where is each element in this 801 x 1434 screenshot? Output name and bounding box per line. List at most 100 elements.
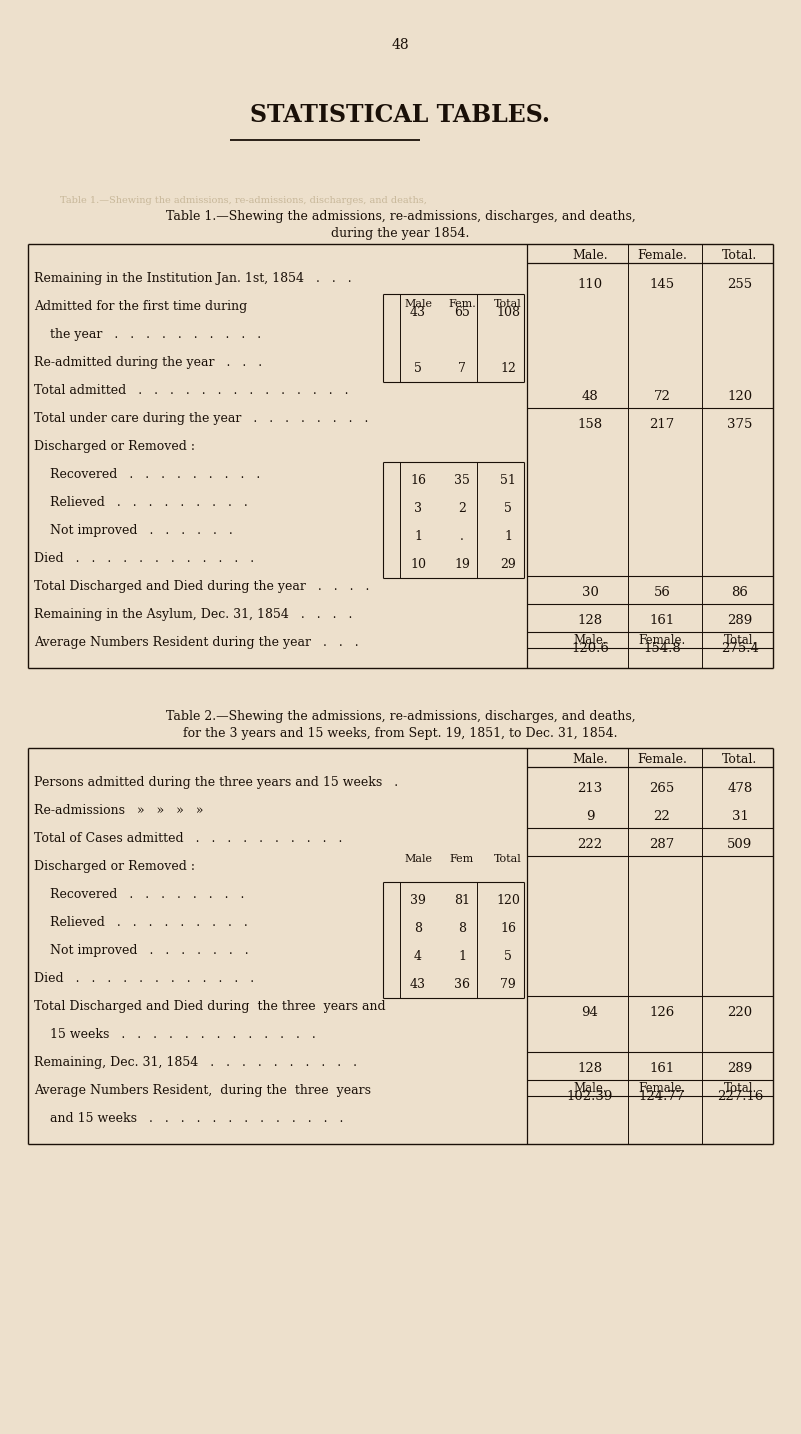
Text: Male.: Male.	[574, 1083, 607, 1096]
Text: 287: 287	[650, 837, 674, 850]
Text: Recovered   .   .   .   .   .   .   .   .: Recovered . . . . . . . .	[34, 888, 244, 901]
Text: 65: 65	[454, 305, 470, 318]
Text: Total.: Total.	[723, 753, 758, 766]
Text: Fem: Fem	[450, 855, 474, 865]
Text: Table 1.—Shewing the admissions, re-admissions, discharges, and deaths,: Table 1.—Shewing the admissions, re-admi…	[60, 196, 427, 205]
Text: Re-admitted during the year   .   .   .: Re-admitted during the year . . .	[34, 356, 262, 369]
Text: 16: 16	[410, 473, 426, 486]
Text: Total under care during the year   .   .   .   .   .   .   .   .: Total under care during the year . . . .…	[34, 412, 368, 424]
Text: 19: 19	[454, 558, 470, 571]
Text: Total.: Total.	[723, 1083, 757, 1096]
Text: Not improved   .   .   .   .   .   .: Not improved . . . . . .	[34, 523, 233, 536]
Text: Total of Cases admitted   .   .   .   .   .   .   .   .   .   .: Total of Cases admitted . . . . . . . . …	[34, 832, 342, 845]
Text: 30: 30	[582, 585, 598, 598]
Text: 10: 10	[410, 558, 426, 571]
Text: 5: 5	[414, 361, 422, 374]
Text: 51: 51	[500, 473, 516, 486]
Text: 128: 128	[578, 614, 602, 627]
Text: 158: 158	[578, 417, 602, 430]
Text: and 15 weeks   .   .   .   .   .   .   .   .   .   .   .   .   .: and 15 weeks . . . . . . . . . . . . .	[34, 1111, 344, 1126]
Text: 108: 108	[496, 305, 520, 318]
Text: the year   .   .   .   .   .   .   .   .   .   .: the year . . . . . . . . . .	[34, 328, 261, 341]
Text: 29: 29	[500, 558, 516, 571]
Text: 255: 255	[727, 278, 753, 291]
Text: Re-admissions   »   »   »   »: Re-admissions » » » »	[34, 804, 203, 817]
Text: 120: 120	[496, 893, 520, 906]
Text: 154.8: 154.8	[643, 641, 681, 654]
Text: 94: 94	[582, 1005, 598, 1018]
Text: 478: 478	[727, 782, 753, 794]
Text: Female.: Female.	[637, 250, 687, 262]
Text: Male: Male	[404, 300, 432, 308]
Text: 1: 1	[414, 529, 422, 542]
Text: Average Numbers Resident during the year   .   .   .: Average Numbers Resident during the year…	[34, 637, 359, 650]
Text: Total Discharged and Died during  the three  years and: Total Discharged and Died during the thr…	[34, 999, 385, 1012]
Text: 120: 120	[727, 390, 753, 403]
Text: 81: 81	[454, 893, 470, 906]
Text: for the 3 years and 15 weeks, from Sept. 19, 1851, to Dec. 31, 1854.: for the 3 years and 15 weeks, from Sept.…	[183, 727, 618, 740]
Text: Relieved   .   .   .   .   .   .   .   .   .: Relieved . . . . . . . . .	[34, 916, 248, 929]
Text: 220: 220	[727, 1005, 753, 1018]
Text: 5: 5	[504, 949, 512, 962]
Text: Male.: Male.	[574, 634, 607, 647]
Text: 8: 8	[414, 922, 422, 935]
Text: Male.: Male.	[572, 250, 608, 262]
Text: Not improved   .   .   .   .   .   .   .: Not improved . . . . . . .	[34, 944, 248, 956]
Text: 1: 1	[504, 529, 512, 542]
Text: Total.: Total.	[723, 250, 758, 262]
Text: 1: 1	[458, 949, 466, 962]
Text: 43: 43	[410, 305, 426, 318]
Text: 72: 72	[654, 390, 670, 403]
Text: 16: 16	[500, 922, 516, 935]
Text: Male: Male	[404, 855, 432, 865]
Text: Remaining, Dec. 31, 1854   .   .   .   .   .   .   .   .   .   .: Remaining, Dec. 31, 1854 . . . . . . . .…	[34, 1055, 357, 1068]
Text: Female.: Female.	[638, 1083, 686, 1096]
Text: Fem.: Fem.	[448, 300, 476, 308]
Text: Remaining in the Asylum, Dec. 31, 1854   .   .   .   .: Remaining in the Asylum, Dec. 31, 1854 .…	[34, 608, 352, 621]
Text: 222: 222	[578, 837, 602, 850]
Text: 289: 289	[727, 1061, 753, 1074]
Text: 124.77: 124.77	[639, 1090, 685, 1103]
Text: STATISTICAL TABLES.: STATISTICAL TABLES.	[251, 103, 550, 128]
Text: Died   .   .   .   .   .   .   .   .   .   .   .   .: Died . . . . . . . . . . . .	[34, 972, 254, 985]
Text: 227.16: 227.16	[717, 1090, 763, 1103]
Text: 289: 289	[727, 614, 753, 627]
Text: Discharged or Removed :: Discharged or Removed :	[34, 860, 195, 873]
Text: 48: 48	[582, 390, 598, 403]
Text: 12: 12	[500, 361, 516, 374]
Text: Total.: Total.	[723, 634, 757, 647]
Text: 36: 36	[454, 978, 470, 991]
Text: 217: 217	[650, 417, 674, 430]
Text: 39: 39	[410, 893, 426, 906]
Text: Average Numbers Resident,  during the  three  years: Average Numbers Resident, during the thr…	[34, 1084, 371, 1097]
Text: 3: 3	[414, 502, 422, 515]
Text: Relieved   .   .   .   .   .   .   .   .   .: Relieved . . . . . . . . .	[34, 496, 248, 509]
Text: 5: 5	[504, 502, 512, 515]
Text: Discharged or Removed :: Discharged or Removed :	[34, 440, 195, 453]
Text: Male.: Male.	[572, 753, 608, 766]
Text: Recovered   .   .   .   .   .   .   .   .   .: Recovered . . . . . . . . .	[34, 467, 260, 480]
Text: 56: 56	[654, 585, 670, 598]
Text: Total Discharged and Died during the year   .   .   .   .: Total Discharged and Died during the yea…	[34, 579, 369, 594]
Text: Died   .   .   .   .   .   .   .   .   .   .   .   .: Died . . . . . . . . . . . .	[34, 552, 254, 565]
Text: Female.: Female.	[637, 753, 687, 766]
Text: 9: 9	[586, 810, 594, 823]
Text: 2: 2	[458, 502, 466, 515]
Text: 7: 7	[458, 361, 466, 374]
Text: 102.39: 102.39	[567, 1090, 614, 1103]
Text: .: .	[460, 529, 464, 542]
Text: 8: 8	[458, 922, 466, 935]
Text: 509: 509	[727, 837, 753, 850]
Text: 110: 110	[578, 278, 602, 291]
Text: 22: 22	[654, 810, 670, 823]
Text: Persons admitted during the three years and 15 weeks   .: Persons admitted during the three years …	[34, 776, 398, 789]
Text: 161: 161	[650, 1061, 674, 1074]
Text: Total admitted   .   .   .   .   .   .   .   .   .   .   .   .   .   .: Total admitted . . . . . . . . . . . . .…	[34, 384, 348, 397]
Text: Total: Total	[494, 855, 522, 865]
Text: 15 weeks   .   .   .   .   .   .   .   .   .   .   .   .   .: 15 weeks . . . . . . . . . . . . .	[34, 1028, 316, 1041]
Text: 375: 375	[727, 417, 753, 430]
Text: 4: 4	[414, 949, 422, 962]
Text: 43: 43	[410, 978, 426, 991]
Text: Female.: Female.	[638, 634, 686, 647]
Text: 31: 31	[731, 810, 748, 823]
